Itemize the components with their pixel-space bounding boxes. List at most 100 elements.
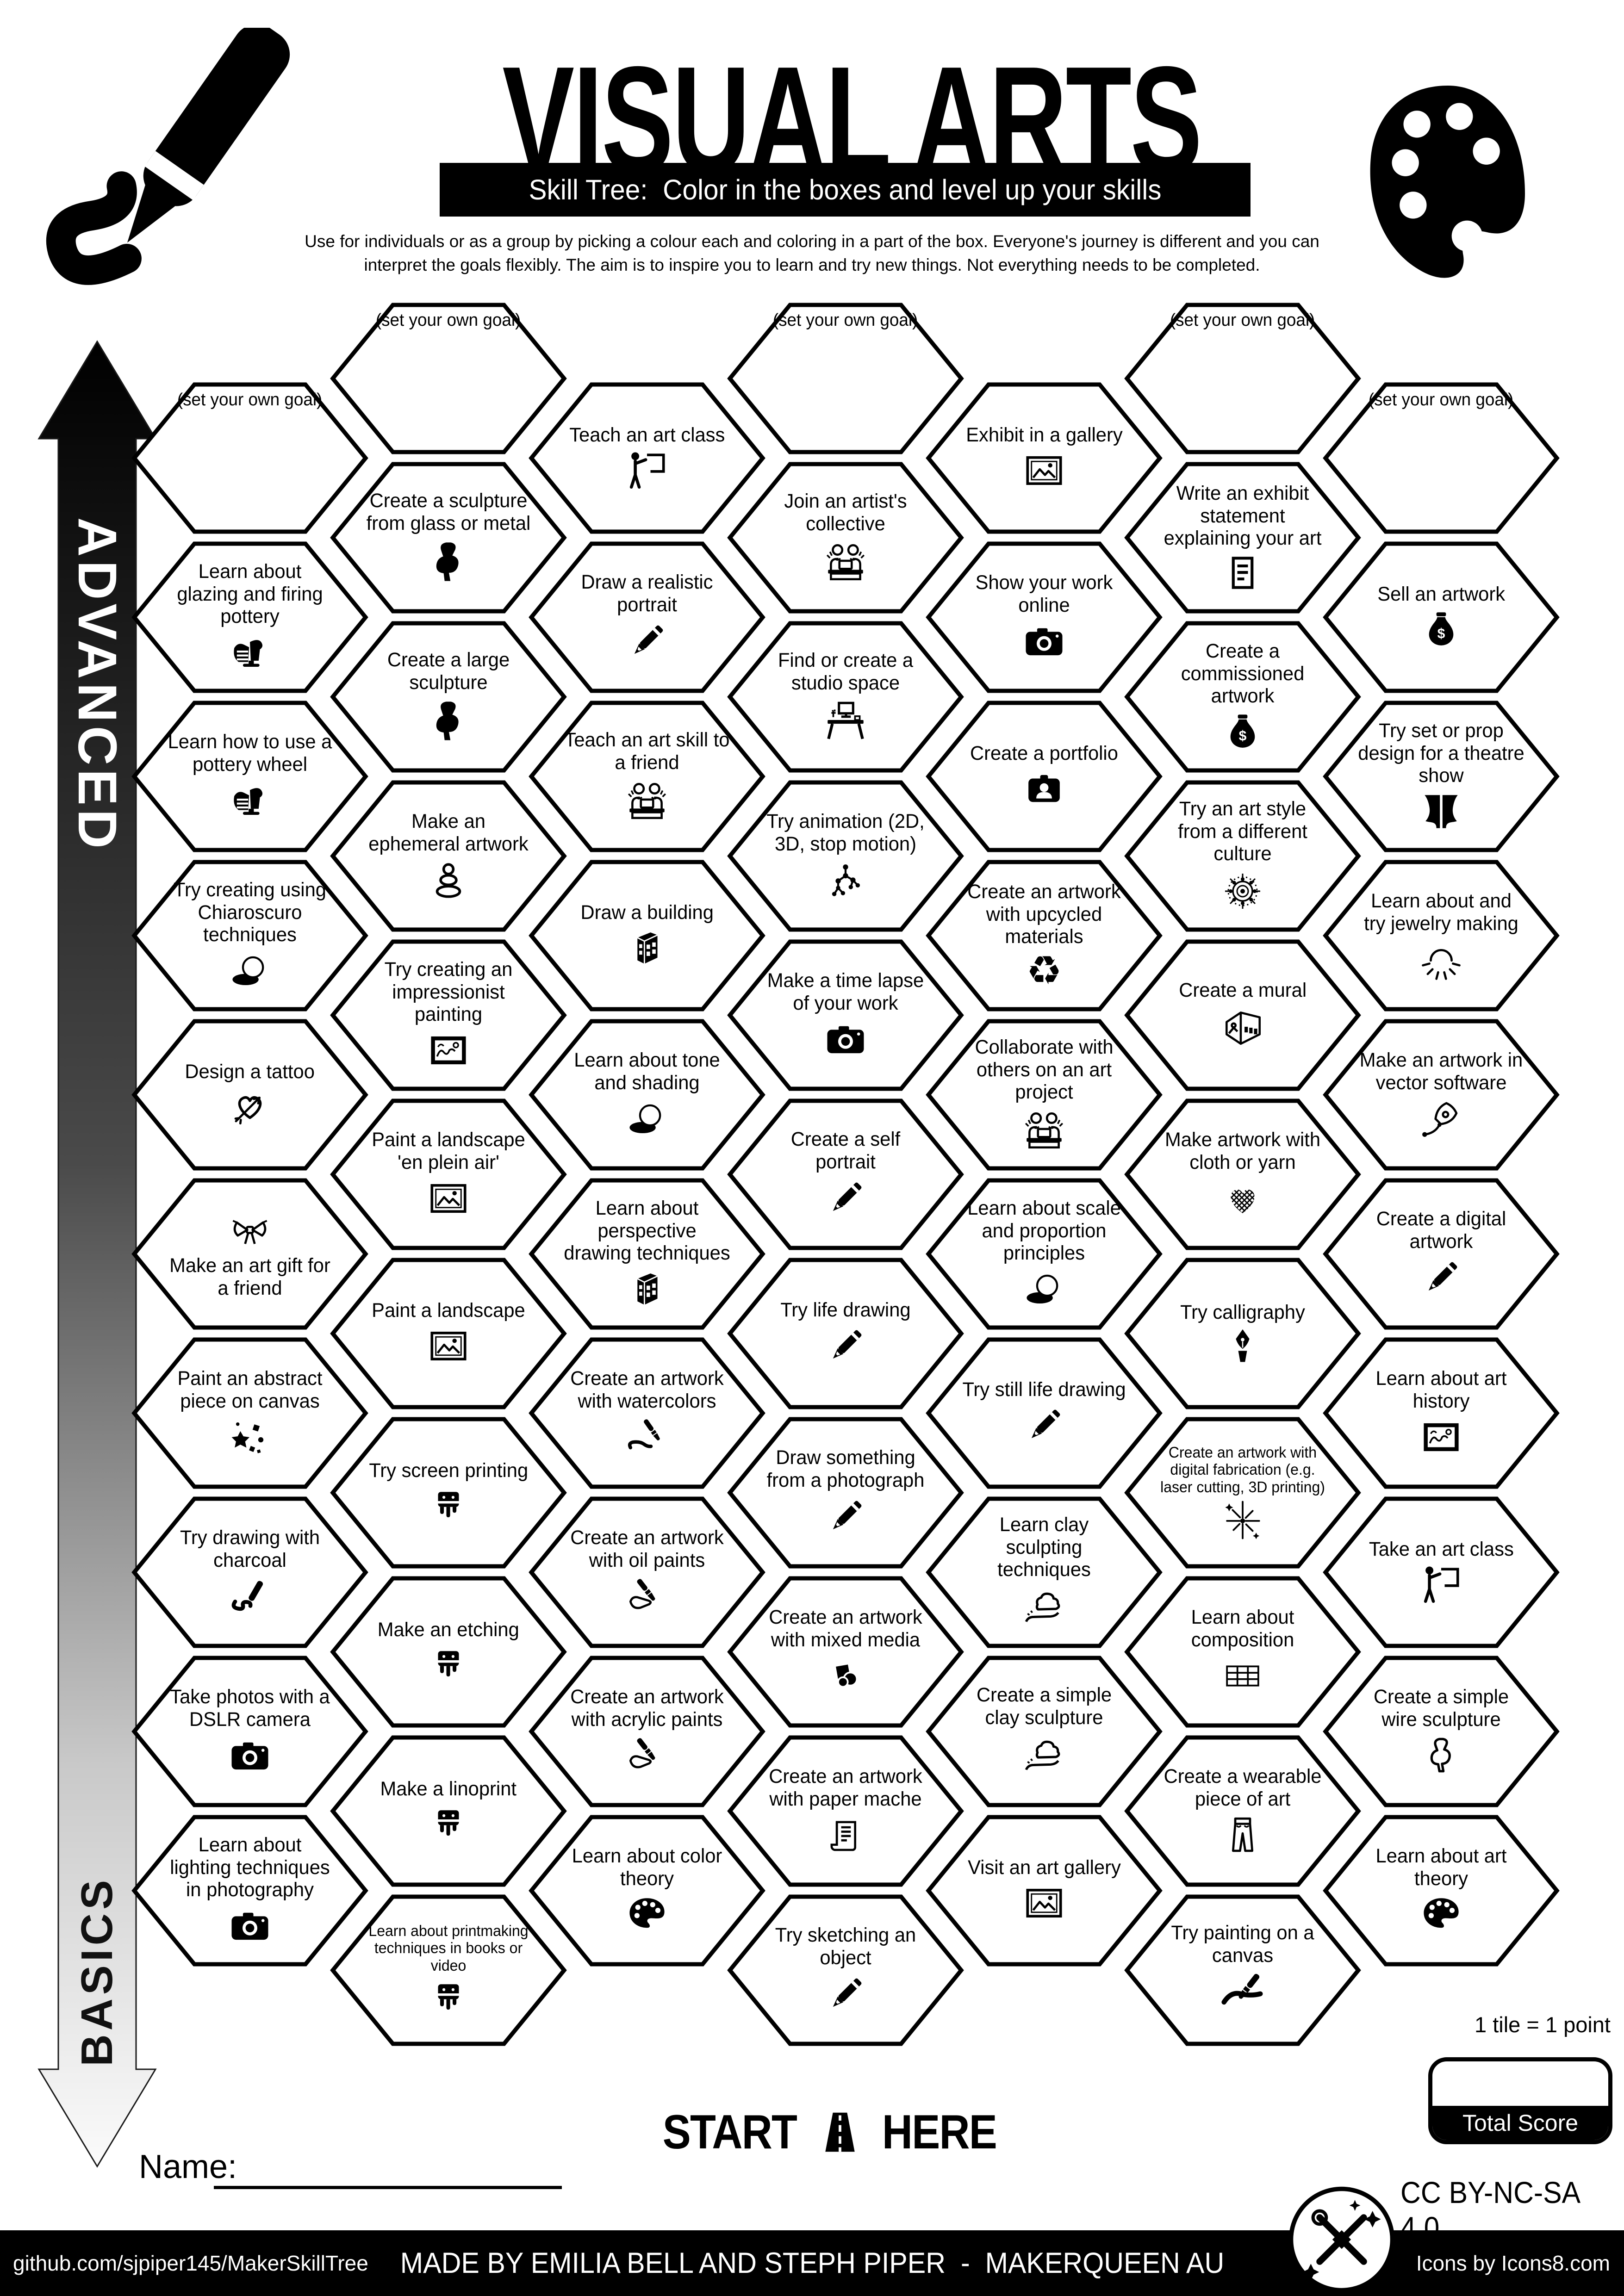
hex-tile-take-an-art-class[interactable]: Take an art class: [1323, 1496, 1560, 1649]
hex-tile-learn-about-and-try-jewelry-making[interactable]: Learn about and try jewelry making: [1323, 859, 1560, 1012]
hex-tile-set-your-own-goal[interactable]: (set your own goal): [1124, 302, 1361, 455]
hex-tile-try-set-or-prop-design-for-a-theatre-show[interactable]: Try set or prop design for a theatre sho…: [1323, 700, 1560, 853]
hex-tile-learn-about-glazing-and-firing-pottery[interactable]: Learn about glazing and firing pottery: [131, 541, 368, 694]
hex-tile-create-an-artwork-with-upcycled-materials[interactable]: Create an artwork with upcycled material…: [926, 859, 1163, 1012]
hex-tile-create-a-commissioned-artwork[interactable]: Create a commissioned artwork $: [1124, 621, 1361, 773]
hex-tile-create-an-artwork-with-oil-paints[interactable]: Create an artwork with oil paints: [529, 1496, 765, 1649]
hex-tile-join-an-artist-s-collective[interactable]: Join an artist's collective: [727, 461, 964, 614]
hex-tile-sell-an-artwork[interactable]: Sell an artwork $: [1323, 541, 1560, 694]
hex-tile-set-your-own-goal[interactable]: (set your own goal): [727, 302, 964, 455]
pottery-icon: [228, 631, 272, 674]
hex-tile-show-your-work-online[interactable]: Show your work online: [926, 541, 1163, 694]
hex-label: Try still life drawing: [962, 1378, 1126, 1401]
hex-label: Try life drawing: [780, 1298, 911, 1321]
hex-outline: [529, 1337, 765, 1489]
hex-tile-learn-about-tone-and-shading[interactable]: Learn about tone and shading: [529, 1018, 765, 1171]
hex-tile-try-life-drawing[interactable]: Try life drawing: [727, 1257, 964, 1410]
hex-tile-paint-a-landscape-en-plein-air[interactable]: Paint a landscape 'en plein air': [330, 1098, 567, 1251]
hex-tile-try-painting-on-a-canvas[interactable]: Try painting on a canvas: [1124, 1894, 1361, 2047]
hex-tile-learn-clay-sculpting-techniques[interactable]: Learn clay sculpting techniques: [926, 1496, 1163, 1649]
hex-tile-create-an-artwork-with-acrylic-paints[interactable]: Create an artwork with acrylic paints: [529, 1655, 765, 1808]
name-label: Name:: [139, 2148, 237, 2185]
hex-tile-learn-about-perspective-drawing-techniques[interactable]: Learn about perspective drawing techniqu…: [529, 1178, 765, 1330]
hex-tile-teach-an-art-class[interactable]: Teach an art class: [529, 382, 765, 534]
hex-tile-create-a-simple-wire-sculpture[interactable]: Create a simple wire sculpture: [1323, 1655, 1560, 1808]
hex-label: Paint an abstract piece on canvas: [177, 1367, 323, 1412]
hex-tile-set-your-own-goal[interactable]: (set your own goal): [330, 302, 567, 455]
hex-tile-teach-an-art-skill-to-a-friend[interactable]: Teach an art skill to a friend: [529, 700, 765, 853]
hex-tile-learn-about-art-theory[interactable]: Learn about art theory: [1323, 1814, 1560, 1967]
hex-tile-find-or-create-a-studio-space[interactable]: Find or create a studio space: [727, 621, 964, 773]
hex-tile-try-drawing-with-charcoal[interactable]: Try drawing with charcoal: [131, 1496, 368, 1649]
hex-outline: [529, 1496, 765, 1648]
hex-label: Learn about scale and proportion princip…: [967, 1197, 1121, 1265]
hex-tile-make-an-etching[interactable]: Make an etching: [330, 1576, 567, 1728]
sphere-icon: [1022, 1267, 1066, 1311]
hex-label: Try an art style from a different cultur…: [1178, 798, 1307, 865]
hex-tile-create-an-artwork-with-watercolors[interactable]: Create an artwork with watercolors: [529, 1337, 765, 1489]
hex-outline: [131, 701, 368, 852]
hex-outline: [926, 860, 1163, 1011]
hex-tile-try-animation-2d-3d-stop-motion[interactable]: Try animation (2D, 3D, stop motion): [727, 780, 964, 932]
hex-tile-paint-a-landscape[interactable]: Paint a landscape: [330, 1257, 567, 1410]
hex-tile-visit-an-art-gallery[interactable]: Visit an art gallery: [926, 1814, 1163, 1967]
hex-tile-create-a-self-portrait[interactable]: Create a self portrait: [727, 1098, 964, 1251]
hex-tile-paint-an-abstract-piece-on-canvas[interactable]: Paint an abstract piece on canvas: [131, 1337, 368, 1489]
footer-credit: MADE BY EMILIA BELL AND STEPH PIPER - MA…: [400, 2247, 1224, 2279]
wire-icon: [1419, 1734, 1463, 1777]
total-score-box[interactable]: Total Score: [1428, 2057, 1612, 2144]
hex-tile-learn-about-scale-and-proportion-principles[interactable]: Learn about scale and proportion princip…: [926, 1178, 1163, 1330]
hex-label: Teach an art skill to a friend: [564, 729, 730, 774]
hex-tile-make-an-artwork-in-vector-software[interactable]: Make an artwork in vector software: [1323, 1018, 1560, 1171]
hex-tile-try-an-art-style-from-a-different-culture[interactable]: Try an art style from a different cultur…: [1124, 780, 1361, 932]
hex-tile-set-your-own-goal[interactable]: (set your own goal): [131, 382, 368, 534]
hex-outline: [529, 1815, 765, 1967]
footer-repo-link[interactable]: github.com/sjpiper145/MakerSkillTree: [13, 2251, 368, 2275]
hex-tile-try-creating-using-chiaroscuro-techniques[interactable]: Try creating using Chiaroscuro technique…: [131, 859, 368, 1012]
hex-tile-collaborate-with-others-on-an-art-project[interactable]: Collaborate with others on an art projec…: [926, 1018, 1163, 1171]
hex-tile-learn-about-printmaking-techniques-in-books-or-v[interactable]: Learn about printmaking techniques in bo…: [330, 1894, 567, 2047]
hex-tile-create-an-artwork-with-mixed-media[interactable]: Create an artwork with mixed media: [727, 1576, 964, 1728]
hex-label: Create a mural: [1179, 979, 1307, 1001]
hex-tile-make-a-linoprint[interactable]: Make a linoprint: [330, 1735, 567, 1887]
hex-tile-try-sketching-an-object[interactable]: Try sketching an object: [727, 1894, 964, 2047]
hex-tile-learn-about-composition[interactable]: Learn about composition: [1124, 1576, 1361, 1728]
hex-tile-try-calligraphy[interactable]: Try calligraphy: [1124, 1257, 1361, 1410]
name-input-line[interactable]: [214, 2186, 562, 2189]
hex-tile-exhibit-in-a-gallery[interactable]: Exhibit in a gallery: [926, 382, 1163, 534]
pants-icon: [1221, 1813, 1264, 1857]
hex-tile-make-a-time-lapse-of-your-work[interactable]: Make a time lapse of your work: [727, 939, 964, 1092]
brush-hand-icon: [625, 1734, 669, 1777]
hex-tile-try-still-life-drawing[interactable]: Try still life drawing: [926, 1337, 1163, 1489]
hex-tile-learn-about-lighting-techniques-in-photography[interactable]: Learn about lighting techniques in photo…: [131, 1814, 368, 1967]
hex-label: Make an art gift for a friend: [169, 1254, 330, 1299]
hex-tile-create-an-artwork-with-paper-mache[interactable]: Create an artwork with paper mache: [727, 1735, 964, 1887]
hex-tile-set-your-own-goal[interactable]: (set your own goal): [1323, 382, 1560, 534]
hex-tile-make-an-art-gift-for-a-friend[interactable]: Make an art gift for a friend: [131, 1178, 368, 1330]
hex-tile-create-a-sculpture-from-glass-or-metal[interactable]: Create a sculpture from glass or metal: [330, 461, 567, 614]
hex-tile-draw-a-realistic-portrait[interactable]: Draw a realistic portrait: [529, 541, 765, 694]
hex-tile-try-creating-an-impressionist-painting[interactable]: Try creating an impressionist painting: [330, 939, 567, 1092]
hex-tile-learn-about-art-history[interactable]: Learn about art history: [1323, 1337, 1560, 1489]
nib-icon: [1223, 1326, 1263, 1366]
hex-tile-take-photos-with-a-dslr-camera[interactable]: Take photos with a DSLR camera: [131, 1655, 368, 1808]
mandala-icon: [1220, 868, 1266, 914]
hex-tile-learn-how-to-use-a-pottery-wheel[interactable]: Learn how to use a pottery wheel: [131, 700, 368, 853]
hex-tile-create-a-large-sculpture[interactable]: Create a large sculpture: [330, 621, 567, 773]
hex-tile-create-a-digital-artwork[interactable]: Create a digital artwork: [1323, 1178, 1560, 1330]
hex-tile-create-an-artwork-with-digital-fabrication-e-g-l[interactable]: Create an artwork with digital fabricati…: [1124, 1416, 1361, 1569]
hex-tile-draw-something-from-a-photograph[interactable]: Draw something from a photograph: [727, 1416, 964, 1569]
hex-tile-create-a-mural[interactable]: Create a mural: [1124, 939, 1361, 1092]
hex-tile-create-a-portfolio[interactable]: Create a portfolio: [926, 700, 1163, 853]
hex-tile-learn-about-color-theory[interactable]: Learn about color theory: [529, 1814, 765, 1967]
hex-outline: [1124, 780, 1361, 932]
hex-tile-try-screen-printing[interactable]: Try screen printing: [330, 1416, 567, 1569]
hex-tile-design-a-tattoo[interactable]: Design a tattoo: [131, 1018, 368, 1171]
hex-tile-draw-a-building[interactable]: Draw a building: [529, 859, 765, 1012]
hex-tile-create-a-wearable-piece-of-art[interactable]: Create a wearable piece of art: [1124, 1735, 1361, 1887]
tattoo-icon: [228, 1086, 272, 1129]
hex-tile-create-a-simple-clay-sculpture[interactable]: Create a simple clay sculpture: [926, 1655, 1163, 1808]
hex-tile-write-an-exhibit-statement-explaining-your-art[interactable]: Write an exhibit statement explaining yo…: [1124, 461, 1361, 614]
hex-tile-make-an-ephemeral-artwork[interactable]: Make an ephemeral artwork: [330, 780, 567, 932]
hex-tile-make-artwork-with-cloth-or-yarn[interactable]: Make artwork with cloth or yarn: [1124, 1098, 1361, 1251]
